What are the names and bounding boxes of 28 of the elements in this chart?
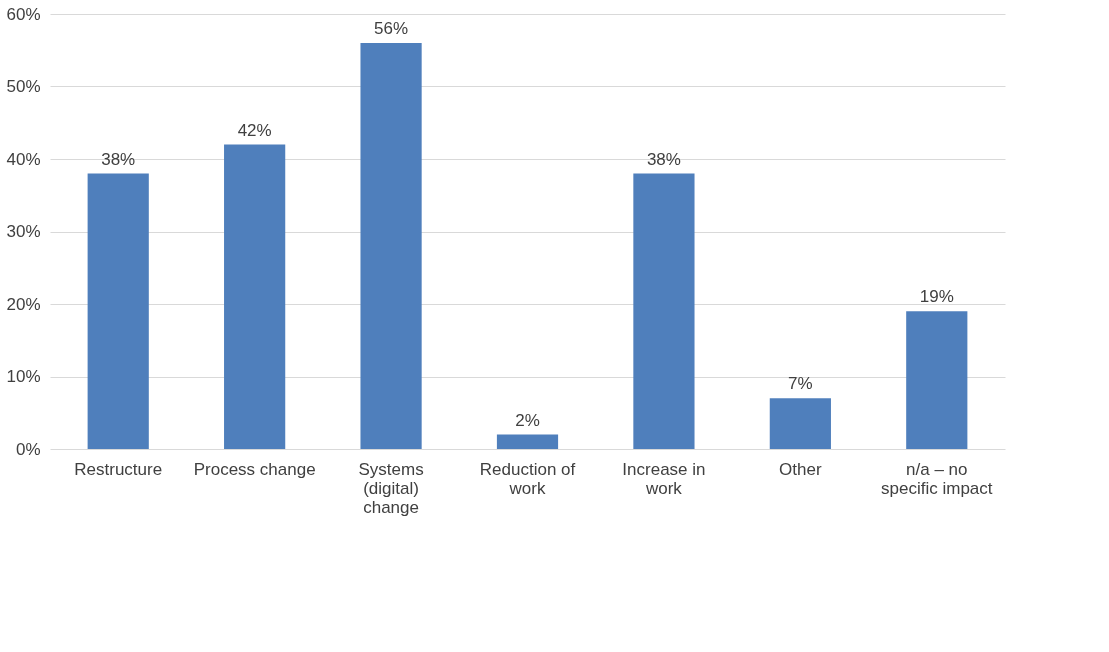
x-tick-label: Restructure	[74, 459, 163, 479]
y-tick-label: 30%	[6, 222, 41, 241]
bar	[769, 398, 831, 449]
data-label: 56%	[374, 19, 409, 38]
bar	[360, 43, 422, 449]
data-label: 38%	[646, 149, 681, 169]
x-tick-label: Increase in work	[622, 459, 706, 498]
x-tick-label: Reduction of work	[479, 459, 576, 498]
x-tick-label: Other	[779, 459, 822, 479]
data-label: 7%	[788, 374, 813, 394]
data-label: 2%	[515, 410, 540, 430]
bar	[496, 434, 559, 449]
data-label: 19%	[919, 287, 954, 307]
y-tick-label: 0%	[15, 439, 41, 459]
x-tick-label: Systems (digital) change	[358, 459, 424, 517]
bar	[906, 311, 968, 449]
y-tick-label: 40%	[6, 149, 41, 169]
x-tick-label: Process change	[193, 459, 316, 479]
y-tick-label: 10%	[6, 367, 41, 386]
bar	[633, 173, 695, 449]
bar	[87, 173, 149, 449]
data-label: 42%	[237, 120, 272, 140]
x-tick-label: n/a – no specific impact	[881, 459, 993, 498]
y-tick-label: 20%	[6, 294, 41, 314]
y-tick-label: 50%	[6, 77, 41, 96]
data-label: 38%	[101, 149, 136, 169]
bar	[224, 144, 286, 449]
y-tick-label: 60%	[6, 4, 41, 24]
